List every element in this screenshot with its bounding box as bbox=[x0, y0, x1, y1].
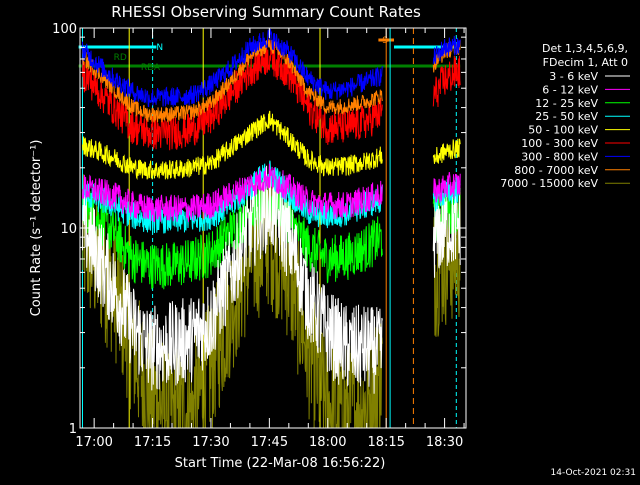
ticks-layer: 1 10 100 17:00 17:15 17:30 17:45 18:00 18:15 18:3… bbox=[52, 22, 466, 450]
series-6 bbox=[82, 29, 461, 108]
legend-label-0: 3 - 6 keV bbox=[549, 70, 598, 83]
series-line-4 bbox=[82, 110, 461, 181]
legend-label-8: 7000 - 15000 keV bbox=[500, 177, 598, 190]
legend-label-4: 50 - 100 keV bbox=[528, 124, 598, 137]
chart-title: RHESSI Observing Summary Count Rates bbox=[111, 3, 421, 21]
flag-label-s: S bbox=[382, 36, 388, 46]
x-tick-label-6: 18:30 bbox=[426, 435, 463, 450]
flag-label-rd: RD bbox=[114, 53, 127, 63]
flag-label-rda: RDA bbox=[141, 63, 161, 73]
legend-label-6: 300 - 800 keV bbox=[521, 150, 598, 163]
legend-header-0: Det 1,3,4,5,6,9, bbox=[542, 42, 628, 55]
series-0 bbox=[82, 165, 461, 394]
legend-header-1: FDecim 1, Att 0 bbox=[543, 56, 628, 69]
x-tick-label-4: 18:00 bbox=[309, 435, 346, 450]
legend-label-5: 100 - 300 keV bbox=[521, 137, 598, 150]
legend-label-2: 12 - 25 keV bbox=[535, 97, 598, 110]
y-tick-label-0: 1 bbox=[69, 422, 77, 437]
series-line-6 bbox=[82, 29, 461, 108]
y-axis-label: Count Rate (s⁻¹ detector⁻¹) bbox=[29, 140, 44, 317]
series-line-5 bbox=[82, 40, 461, 151]
x-tick-label-3: 17:45 bbox=[251, 435, 288, 450]
x-axis-label: Start Time (22-Mar-08 16:56:22) bbox=[175, 456, 386, 471]
series-line-0 bbox=[82, 165, 461, 394]
x-tick-label-1: 17:15 bbox=[134, 435, 171, 450]
series-line-1 bbox=[82, 163, 461, 223]
legend: Det 1,3,4,5,6,9,FDecim 1, Att 03 - 6 keV… bbox=[500, 42, 630, 190]
series-1 bbox=[82, 163, 461, 223]
flag-label-n: N bbox=[156, 43, 163, 53]
y-tick-label-2: 100 bbox=[52, 22, 77, 37]
series-5 bbox=[82, 40, 461, 151]
timestamp-label: 14-Oct-2021 02:31 bbox=[551, 468, 636, 478]
series-layer bbox=[82, 29, 461, 429]
x-tick-label-2: 17:30 bbox=[192, 435, 229, 450]
legend-label-1: 6 - 12 keV bbox=[542, 83, 598, 96]
legend-label-3: 25 - 50 keV bbox=[535, 110, 598, 123]
x-tick-label-5: 18:15 bbox=[367, 435, 404, 450]
legend-label-7: 800 - 7000 keV bbox=[514, 164, 598, 177]
y-tick-label-1: 10 bbox=[60, 222, 77, 237]
x-tick-label-0: 17:00 bbox=[75, 435, 112, 450]
series-4 bbox=[82, 110, 461, 181]
